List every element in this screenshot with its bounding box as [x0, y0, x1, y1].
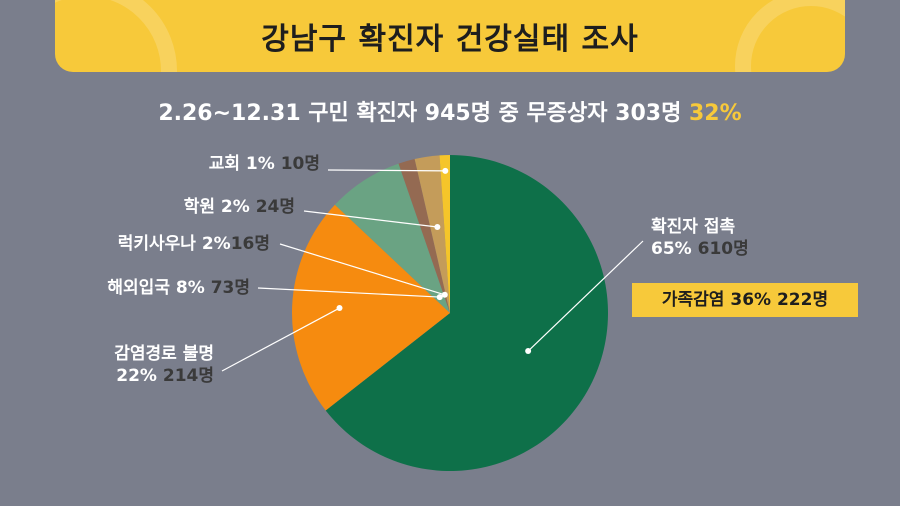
subtitle-percent: 32% — [688, 101, 742, 126]
leader-line-sauna — [279, 243, 445, 296]
label-contact-percent: 65% — [651, 239, 692, 259]
title-banner: 강남구 확진자 건강실태 조사 — [55, 0, 845, 72]
leader-line-unknown — [221, 307, 340, 372]
label-overseas-count: 73명 — [210, 278, 250, 298]
leader-dot-sauna — [441, 291, 448, 298]
pie-slice-academy — [414, 155, 450, 313]
leader-dot-church — [442, 167, 449, 174]
label-unknown-percent: 22% — [116, 366, 157, 386]
label-church-count: 10명 — [280, 154, 320, 174]
label-sauna-count: 16명 — [230, 234, 270, 254]
pie-slice-church — [439, 155, 450, 313]
label-overseas-percent: 8% — [175, 278, 205, 298]
pie-slice-unknown — [291, 204, 450, 411]
label-overseas-name: 해외입국 — [107, 278, 170, 298]
pie-slice-overseas — [334, 163, 450, 313]
leader-dot-unknown — [336, 305, 343, 312]
leader-dot-academy — [434, 224, 441, 231]
label-academy: 학원 2% 24명 — [184, 196, 295, 218]
pie-slice-sauna — [398, 159, 450, 313]
page-title: 강남구 확진자 건강실태 조사 — [261, 22, 639, 57]
label-sauna: 럭키사우나 2%16명 — [118, 233, 270, 255]
label-unknown-count: 214명 — [162, 366, 214, 386]
leader-line-academy — [303, 210, 438, 228]
leader-dot-contact — [525, 348, 532, 355]
leader-dot-overseas — [436, 294, 443, 301]
label-unknown: 감염경로 불명 22% 214명 — [114, 343, 214, 387]
label-academy-percent: 2% — [220, 197, 250, 217]
label-unknown-name: 감염경로 불명 — [114, 344, 214, 364]
label-sauna-name: 럭키사우나 — [117, 234, 196, 254]
label-sauna-percent: 2% — [201, 234, 231, 254]
pie-slice-contact — [325, 155, 608, 471]
label-academy-name: 학원 — [183, 197, 215, 217]
label-contact-name: 확진자 접촉 — [651, 217, 736, 237]
label-church-name: 교회 — [208, 154, 240, 174]
label-contact-count: 610명 — [697, 239, 749, 259]
subtitle-text: 2.26~12.31 구민 확진자 945명 중 무증상자 303명 — [158, 101, 682, 126]
label-church: 교회 1% 10명 — [209, 153, 320, 175]
subtitle: 2.26~12.31 구민 확진자 945명 중 무증상자 303명 32% — [0, 95, 900, 127]
label-academy-count: 24명 — [255, 197, 295, 217]
leader-line-church — [327, 169, 446, 172]
leader-line-overseas — [257, 287, 440, 298]
label-contact: 확진자 접촉 65% 610명 — [651, 216, 749, 260]
leader-line-contact — [527, 240, 644, 352]
family-infection-badge: 가족감염 36% 222명 — [632, 283, 858, 317]
label-church-percent: 1% — [245, 154, 275, 174]
label-overseas: 해외입국 8% 73명 — [107, 277, 250, 299]
